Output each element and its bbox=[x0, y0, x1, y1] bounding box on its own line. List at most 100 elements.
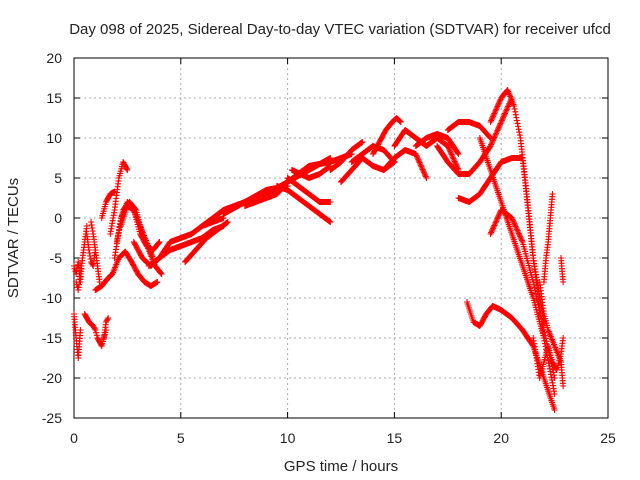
data-point-track-27 bbox=[419, 166, 426, 173]
data-point-track-34 bbox=[551, 391, 558, 397]
series-track-22 bbox=[288, 163, 334, 181]
data-point-track-27 bbox=[415, 156, 422, 163]
data-point-track-35 bbox=[518, 236, 525, 243]
data-point-track-28 bbox=[453, 162, 460, 169]
data-point-track-33 bbox=[487, 119, 494, 125]
y-tick-label: 0 bbox=[54, 210, 62, 226]
data-point-track-13 bbox=[156, 239, 163, 245]
chart-title: Day 098 of 2025, Sidereal Day-to-day VTE… bbox=[69, 21, 611, 38]
data-point-track-12 bbox=[158, 271, 165, 277]
data-point-track-35 bbox=[490, 225, 497, 232]
data-point-track-35 bbox=[536, 307, 543, 314]
gridlines bbox=[74, 58, 608, 418]
data-point-track-23 bbox=[359, 139, 366, 145]
data-point-track-31 bbox=[487, 135, 494, 141]
data-point-track-13 bbox=[155, 239, 162, 246]
data-point-track-33 bbox=[493, 104, 500, 111]
data-point-track-35 bbox=[518, 237, 525, 244]
data-point-track-03 bbox=[83, 223, 90, 229]
data-point-track-35 bbox=[508, 215, 515, 221]
data-point-track-35 bbox=[490, 223, 497, 230]
data-point-track-27 bbox=[420, 169, 427, 176]
data-point-track-30 bbox=[503, 107, 510, 114]
data-point-track-35 bbox=[535, 301, 542, 308]
data-point-track-35 bbox=[495, 214, 502, 221]
data-point-track-27 bbox=[417, 162, 424, 169]
data-point-track-35 bbox=[491, 222, 498, 229]
series-track-38 bbox=[536, 279, 567, 389]
plot-frame bbox=[73, 57, 609, 419]
data-point-track-27 bbox=[417, 160, 424, 167]
data-point-track-30 bbox=[505, 103, 512, 110]
data-point-track-33 bbox=[514, 120, 521, 127]
x-tick-label: 15 bbox=[387, 430, 403, 446]
y-tick-label: 5 bbox=[54, 170, 62, 186]
data-point-track-35 bbox=[510, 219, 517, 226]
data-point-track-05 bbox=[104, 316, 111, 323]
data-point-track-35 bbox=[489, 226, 496, 233]
data-point-track-33 bbox=[493, 106, 500, 113]
data-point-track-33 bbox=[512, 111, 519, 118]
data-point-track-35 bbox=[513, 226, 520, 233]
data-point-track-27 bbox=[413, 152, 420, 159]
data-point-track-16 bbox=[224, 219, 231, 225]
series-track-40 bbox=[558, 255, 567, 285]
data-point-track-30 bbox=[502, 109, 509, 116]
data-point-track-30 bbox=[501, 111, 508, 118]
data-point-track-35 bbox=[542, 332, 549, 339]
data-point-track-28 bbox=[451, 158, 458, 165]
data-point-track-35 bbox=[488, 228, 495, 235]
data-point-track-33 bbox=[492, 107, 499, 114]
data-point-track-30 bbox=[488, 140, 495, 147]
data-point-track-30 bbox=[493, 128, 500, 135]
data-point-track-04 bbox=[91, 325, 98, 332]
series-track-02 bbox=[71, 311, 84, 361]
data-point-track-27 bbox=[415, 158, 422, 165]
data-point-track-06 bbox=[89, 261, 96, 268]
data-point-track-35 bbox=[516, 231, 523, 238]
data-point-track-35 bbox=[537, 310, 544, 317]
data-point-track-04 bbox=[90, 323, 97, 329]
y-tick-label: -20 bbox=[42, 370, 62, 386]
data-point-track-37 bbox=[553, 365, 560, 372]
data-point-track-28 bbox=[452, 161, 459, 168]
data-point-track-33 bbox=[490, 111, 497, 118]
data-point-track-31 bbox=[486, 133, 493, 140]
data-point-track-33 bbox=[513, 114, 520, 121]
data-point-track-30 bbox=[487, 143, 494, 149]
series-track-23 bbox=[327, 139, 366, 173]
data-point-track-35 bbox=[542, 335, 549, 342]
data-point-track-33 bbox=[490, 113, 497, 120]
data-point-track-28 bbox=[449, 152, 456, 159]
data-point-track-04 bbox=[93, 332, 100, 339]
y-tick-label: -10 bbox=[42, 290, 62, 306]
data-point-track-35 bbox=[517, 233, 524, 240]
series-track-03 bbox=[73, 223, 90, 293]
data-point-track-10 bbox=[123, 165, 130, 172]
data-point-track-04 bbox=[93, 329, 100, 336]
series-track-16 bbox=[182, 219, 231, 265]
data-point-track-28 bbox=[447, 150, 454, 157]
data-point-track-27 bbox=[422, 173, 429, 180]
data-point-track-05 bbox=[103, 319, 110, 325]
data-point-track-28 bbox=[450, 155, 457, 162]
data-point-track-35 bbox=[512, 223, 519, 230]
data-point-track-01 bbox=[71, 263, 77, 269]
series-track-10 bbox=[107, 159, 131, 237]
data-point-track-08 bbox=[154, 279, 161, 285]
data-point-track-35 bbox=[493, 218, 500, 225]
data-point-track-29 bbox=[454, 150, 461, 157]
data-point-track-30 bbox=[490, 135, 497, 142]
data-point-track-28 bbox=[446, 147, 453, 154]
series-track-27 bbox=[380, 147, 430, 181]
data-point-track-31 bbox=[486, 134, 493, 141]
data-point-track-26 bbox=[397, 118, 404, 125]
data-point-track-33 bbox=[488, 116, 495, 123]
data-point-track-20 bbox=[327, 219, 334, 225]
data-point-track-35 bbox=[550, 372, 557, 379]
series-track-13 bbox=[117, 203, 163, 253]
data-point-track-05 bbox=[103, 317, 110, 324]
data-point-track-33 bbox=[495, 100, 502, 107]
data-point-track-35 bbox=[532, 290, 539, 297]
data-point-track-36 bbox=[551, 407, 558, 413]
